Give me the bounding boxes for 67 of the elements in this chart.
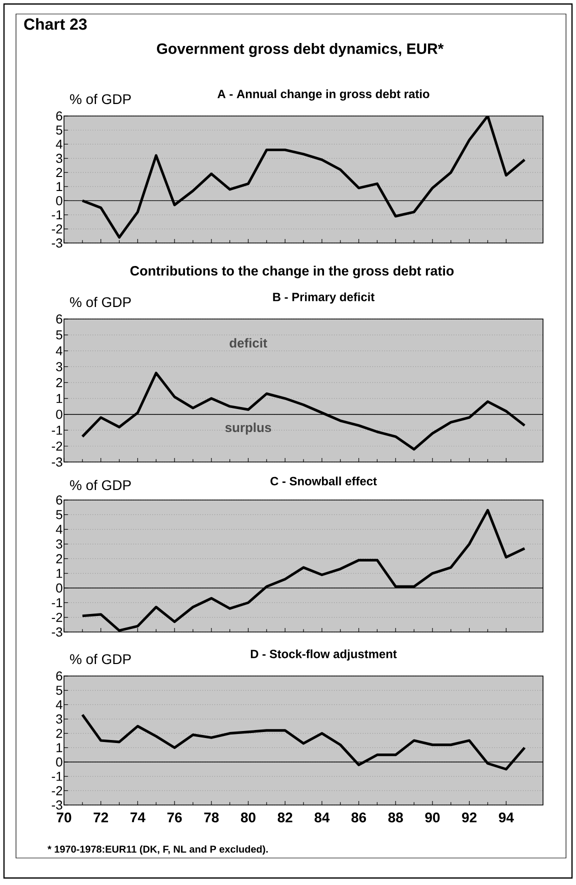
y-tick-label: 2 xyxy=(56,554,62,564)
y-tick-label: -1 xyxy=(52,598,62,608)
text: Government gross debt dynamics, EUR* xyxy=(156,43,444,58)
x-tick-label: 78 xyxy=(204,812,219,822)
x-tick-label: 88 xyxy=(388,812,403,822)
y-tick-label: -3 xyxy=(52,800,62,810)
y-tick-label: 5 xyxy=(56,510,62,520)
x-tick-label: 90 xyxy=(425,812,440,822)
x-tick-label: 82 xyxy=(278,812,292,822)
chart-title: B - Primary deficit xyxy=(273,292,374,304)
y-tick-label: -1 xyxy=(52,210,62,220)
y-tick-label: -3 xyxy=(52,238,62,248)
y-axis-title: % of GDP xyxy=(70,654,131,664)
y-tick-label: 0 xyxy=(56,757,62,767)
y-tick-label: 1 xyxy=(56,743,62,752)
chart-title: D - Stock-flow adjustment xyxy=(250,649,397,661)
y-tick-label: -3 xyxy=(52,457,62,467)
y-tick-label: 3 xyxy=(56,362,62,372)
y-tick-label: 1 xyxy=(56,394,62,403)
annotation: surplus xyxy=(225,422,272,435)
y-tick-label: -3 xyxy=(52,627,62,637)
x-tick-label: 92 xyxy=(462,812,477,822)
y-tick-label: 1 xyxy=(56,568,62,578)
chart-title: C - Snowball effect xyxy=(270,476,377,486)
y-tick-label: 3 xyxy=(56,539,62,549)
y-tick-label: 6 xyxy=(56,671,62,681)
y-tick-label: -2 xyxy=(52,786,62,796)
text: * 1970-1978:EUR11 (DK, F, NL and P excluded). xyxy=(48,845,268,855)
y-tick-label: 2 xyxy=(56,728,62,738)
y-tick-label: 4 xyxy=(56,700,62,710)
y-tick-label: 3 xyxy=(56,154,62,163)
y-axis-title: % of GDP xyxy=(70,480,131,490)
y-tick-label: 4 xyxy=(56,140,62,149)
y-tick-label: -2 xyxy=(52,224,62,234)
y-tick-label: 6 xyxy=(56,495,62,505)
y-tick-label: 4 xyxy=(56,346,62,356)
chart-title: A - Annual change in gross debt ratio xyxy=(218,89,430,101)
y-tick-label: 2 xyxy=(56,168,62,177)
x-tick-label: 76 xyxy=(167,812,182,822)
x-tick-label: 94 xyxy=(498,812,514,822)
y-tick-label: 2 xyxy=(56,378,62,388)
y-tick-label: -1 xyxy=(52,772,62,781)
caption: Chart 23 xyxy=(24,18,87,30)
y-tick-label: 5 xyxy=(56,330,62,340)
y-tick-label: -2 xyxy=(52,612,62,622)
x-tick-label: 74 xyxy=(130,812,146,822)
y-tick-label: 0 xyxy=(56,196,62,206)
y-tick-label: 5 xyxy=(56,686,62,695)
x-tick-label: 84 xyxy=(314,812,330,822)
y-axis-title: % of GDP xyxy=(70,94,131,104)
annotation: deficit xyxy=(230,338,268,348)
y-tick-label: -1 xyxy=(52,426,62,435)
y-tick-label: 0 xyxy=(56,583,62,593)
y-tick-label: 1 xyxy=(56,182,62,192)
x-tick-label: 80 xyxy=(240,812,256,822)
y-tick-label: 0 xyxy=(56,410,62,419)
text: Contributions to the change in the gross debt ratio xyxy=(130,266,454,278)
y-tick-label: 6 xyxy=(56,314,62,324)
x-tick-label: 70 xyxy=(56,812,72,822)
x-tick-label: 72 xyxy=(94,812,108,822)
y-tick-label: -2 xyxy=(52,442,62,451)
y-tick-label: 4 xyxy=(56,524,62,534)
x-tick-label: 86 xyxy=(351,812,366,822)
y-tick-label: 3 xyxy=(56,714,62,724)
y-axis-title: % of GDP xyxy=(70,296,131,308)
y-tick-label: 6 xyxy=(56,111,62,121)
y-tick-label: 5 xyxy=(56,126,62,135)
